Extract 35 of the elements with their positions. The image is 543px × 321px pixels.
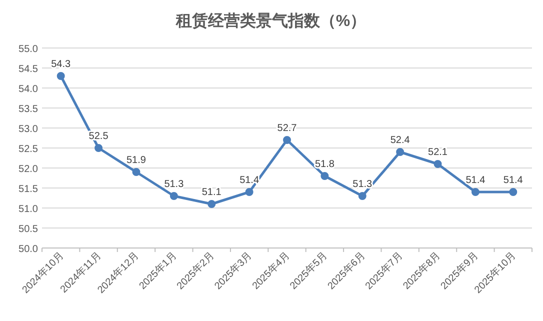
data-label: 51.8	[314, 159, 335, 170]
data-label: 52.1	[428, 147, 448, 158]
point	[471, 188, 480, 196]
y-tick-label: 50.0	[18, 244, 38, 255]
chart-title: 租赁经营类景气指数（%）	[174, 12, 366, 30]
y-tick-label: 52.5	[18, 144, 38, 155]
y-tick-label: 53.0	[18, 124, 38, 135]
y-tick-label: 54.5	[18, 64, 38, 75]
point	[396, 148, 404, 156]
data-label: 52.7	[277, 123, 298, 134]
point	[132, 168, 140, 176]
y-tick-label: 51.0	[18, 204, 38, 215]
point	[283, 136, 291, 144]
data-label: 51.9	[126, 155, 146, 166]
y-tick-label: 51.5	[18, 184, 38, 195]
data-label: 54.3	[51, 59, 72, 70]
point	[509, 188, 518, 196]
point	[56, 72, 65, 80]
data-label: 51.4	[466, 175, 486, 186]
data-label: 52.4	[390, 135, 410, 146]
point	[94, 144, 103, 152]
data-label: 51.4	[503, 175, 524, 186]
y-tick-label: 50.5	[18, 224, 38, 235]
data-label: 51.3	[164, 179, 184, 190]
y-tick-label: 53.5	[18, 104, 38, 115]
point	[320, 172, 329, 180]
point	[434, 160, 442, 168]
y-tick-label: 54.0	[18, 84, 38, 95]
point	[245, 188, 254, 196]
point	[170, 192, 178, 200]
data-label: 51.1	[202, 187, 222, 198]
point	[358, 192, 366, 200]
y-tick-label: 52.0	[18, 164, 38, 175]
point	[208, 200, 216, 208]
y-tick-label: 55.0	[18, 44, 38, 55]
